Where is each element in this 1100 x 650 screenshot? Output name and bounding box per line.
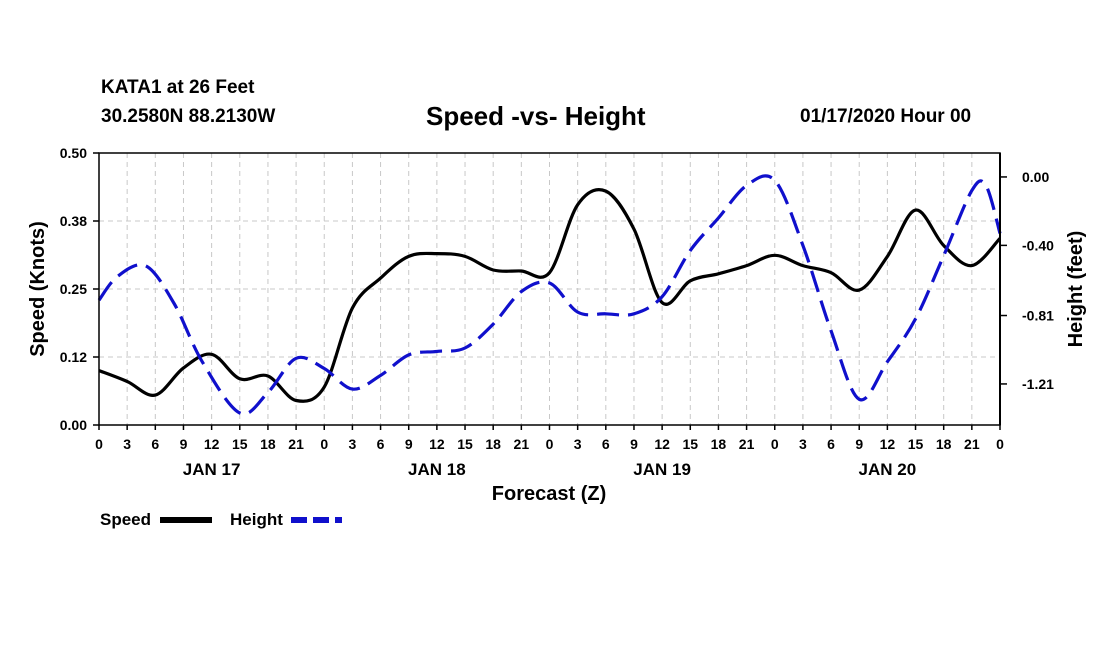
speed-series-line [98,187,1002,403]
x-tick-label: 18 [260,436,276,452]
x-tick-label: 15 [232,436,248,452]
x-tick-label: 18 [936,436,952,452]
y-left-tick-label: 0.12 [60,349,87,365]
x-axis-ticks: 0 3 6 9 12 15 18 21 0 3 6 9 12 15 18 21 0 3 6 9 12 15 18 21 0 3 6 9… [95,425,1004,452]
legend-height-label: Height [230,510,283,529]
x-tick-label: 9 [630,436,638,452]
y-right-tick-label: -0.81 [1022,308,1054,324]
x-tick-label: 21 [964,436,980,452]
legend-speed-label: Speed [100,510,151,529]
day-label: JAN 19 [633,460,691,479]
y-left-tick-label: 0.00 [60,417,87,433]
x-axis-label: Forecast (Z) [492,483,606,505]
x-tick-label: 0 [996,436,1004,452]
height-series-line [97,174,1002,416]
station-label: KATA1 at 26 Feet [101,77,255,98]
y-left-tick-label: 0.38 [60,213,87,229]
y-right-tick-label: -0.40 [1022,237,1054,253]
x-tick-label: 6 [602,436,610,452]
x-tick-label: 3 [349,436,357,452]
day-label: JAN 20 [859,460,917,479]
x-tick-label: 18 [485,436,501,452]
x-tick-label: 6 [151,436,159,452]
x-tick-label: 3 [574,436,582,452]
x-tick-label: 0 [95,436,103,452]
y-axis-label-left: Speed (Knots) [27,221,49,357]
x-tick-label: 15 [682,436,698,452]
day-label: JAN 17 [183,460,241,479]
x-tick-label: 12 [654,436,670,452]
x-tick-label: 3 [123,436,131,452]
x-tick-label: 15 [457,436,473,452]
y-left-tick-label: 0.50 [60,145,87,161]
x-tick-label: 0 [771,436,779,452]
grid-lines [99,153,1000,425]
x-tick-label: 21 [514,436,530,452]
legend: Speed Height [100,510,342,529]
chart-title: Speed -vs- Height [426,101,646,131]
x-tick-label: 9 [405,436,413,452]
x-tick-label: 0 [320,436,328,452]
x-tick-label: 12 [880,436,896,452]
x-tick-label: 9 [855,436,863,452]
right-axis-ticks: 0.00 -0.40 -0.81 -1.21 [1000,169,1054,392]
series-layer [97,174,1002,416]
x-tick-label: 6 [827,436,835,452]
forecast-timestamp: 01/17/2020 Hour 00 [800,106,972,127]
day-labels: JAN 17 JAN 18 JAN 19 JAN 20 [183,460,916,479]
left-axis-ticks: 0.00 0.12 0.25 0.38 0.50 [60,145,99,433]
x-tick-label: 12 [429,436,445,452]
y-right-tick-label: 0.00 [1022,169,1049,185]
x-tick-label: 21 [739,436,755,452]
x-tick-label: 6 [377,436,385,452]
station-coordinates: 30.2580N 88.2130W [101,106,276,127]
x-tick-label: 18 [711,436,727,452]
y-left-tick-label: 0.25 [60,281,87,297]
x-tick-label: 0 [546,436,554,452]
y-right-tick-label: -1.21 [1022,376,1054,392]
x-tick-label: 15 [908,436,924,452]
day-label: JAN 18 [408,460,466,479]
y-axis-label-right: Height (feet) [1065,231,1087,348]
x-tick-label: 21 [288,436,304,452]
x-tick-label: 3 [799,436,807,452]
x-tick-label: 12 [204,436,220,452]
x-tick-label: 9 [180,436,188,452]
